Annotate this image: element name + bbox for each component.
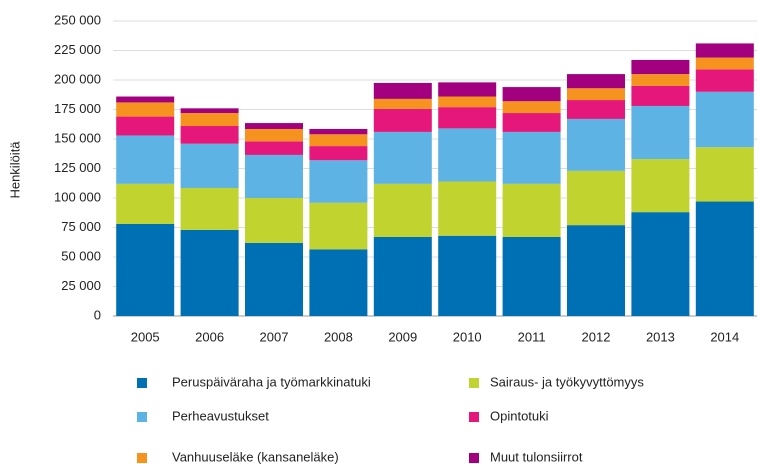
bar-segment: [373, 108, 432, 132]
bar-segment: [245, 128, 303, 142]
bar-segment: [567, 74, 625, 89]
y-tick-label: 250 000: [54, 12, 101, 27]
y-tick-label: 50 000: [61, 248, 101, 263]
bar-segment: [438, 107, 497, 129]
x-tick-label: 2005: [131, 329, 160, 344]
bar-segment: [631, 105, 690, 160]
bar-segment: [502, 101, 561, 114]
x-tick-label: 2012: [582, 329, 611, 344]
bar-segment: [502, 131, 561, 184]
bar-segment: [373, 236, 432, 316]
x-tick-label: 2006: [195, 329, 224, 344]
bar-segment: [245, 198, 303, 243]
bar-segment: [695, 91, 754, 148]
bar-segment: [245, 123, 303, 129]
bar-segment: [116, 96, 175, 103]
bar-segment: [180, 229, 239, 316]
bar-segment: [567, 225, 625, 316]
bar-segment: [631, 85, 690, 106]
y-tick-label: 225 000: [54, 42, 101, 57]
bar-segment: [695, 69, 754, 92]
x-tick-label: 2007: [260, 329, 289, 344]
legend-label: Vanhuuseläke (kansaneläke): [172, 449, 339, 464]
bar-segment: [373, 131, 432, 184]
bar-segment: [502, 87, 561, 102]
bar-segment: [631, 212, 690, 316]
bar-segment: [373, 82, 432, 99]
y-tick-label: 75 000: [61, 219, 101, 234]
bar-segment: [438, 128, 497, 182]
bar-segment: [695, 147, 754, 202]
bar-segment: [695, 57, 754, 70]
x-tick-label: 2011: [518, 329, 546, 344]
y-tick-label: 100 000: [54, 189, 101, 204]
bar-segment: [631, 74, 690, 86]
y-tick-label: 150 000: [54, 130, 101, 145]
y-tick-label: 175 000: [54, 101, 101, 116]
bar-segment: [438, 82, 497, 97]
bar-segment: [245, 141, 303, 155]
y-tick-label: 25 000: [61, 278, 101, 293]
x-tick-label: 2010: [453, 329, 482, 344]
legend-label: Perheavustukset: [172, 408, 269, 423]
bar-segment: [116, 102, 175, 117]
bar-segment: [309, 202, 368, 250]
legend-marker: [469, 412, 479, 422]
bar-segment: [631, 59, 690, 75]
legend-marker: [469, 453, 479, 463]
bar-segment: [695, 43, 754, 58]
bar-segment: [180, 143, 239, 188]
bar-segment: [245, 242, 303, 316]
legend-label: Muut tulonsiirrot: [490, 449, 583, 464]
bar-segment: [309, 128, 368, 135]
x-tick-label: 2013: [646, 329, 675, 344]
bar-segment: [180, 108, 239, 114]
x-tick-label: 2014: [710, 329, 739, 344]
legend-marker: [469, 378, 479, 388]
bar-segment: [373, 98, 432, 109]
bar-segment: [116, 116, 175, 136]
bar-segment: [567, 100, 625, 119]
y-tick-label: 200 000: [54, 71, 101, 86]
y-axis-label: Henkilöitä: [7, 141, 22, 199]
bar-segment: [309, 249, 368, 316]
bar-segment: [180, 126, 239, 144]
legend-label: Peruspäiväraha ja työmarkkinatuki: [172, 374, 371, 389]
bar-segment: [438, 96, 497, 108]
y-tick-label: 125 000: [54, 160, 101, 175]
bar-segment: [373, 183, 432, 237]
bar-segment: [438, 181, 497, 236]
bar-segment: [502, 113, 561, 132]
bar-segment: [567, 118, 625, 171]
legend-label: Opintotuki: [490, 408, 549, 423]
bar-segment: [567, 88, 625, 101]
bar-segment: [309, 146, 368, 161]
y-tick-label: 0: [94, 307, 101, 322]
bar-segment: [567, 170, 625, 226]
bar-segment: [502, 183, 561, 237]
legend-marker: [137, 378, 147, 388]
bar-segment: [245, 154, 303, 198]
legend-marker: [137, 412, 147, 422]
bar-segment: [180, 113, 239, 127]
bar-segment: [502, 236, 561, 316]
bar-segment: [631, 159, 690, 213]
x-tick-label: 2009: [388, 329, 417, 344]
bar-segment: [116, 135, 175, 184]
bar-segment: [309, 160, 368, 203]
bar-segment: [309, 134, 368, 147]
bar-segment: [180, 187, 239, 230]
bar-segment: [695, 201, 754, 316]
bar-segment: [438, 235, 497, 316]
bar-segment: [116, 183, 175, 224]
legend-label: Sairaus- ja työkyvyttömyys: [490, 374, 644, 389]
bar-segment: [116, 223, 175, 316]
x-tick-label: 2008: [324, 329, 353, 344]
legend-marker: [137, 453, 147, 463]
